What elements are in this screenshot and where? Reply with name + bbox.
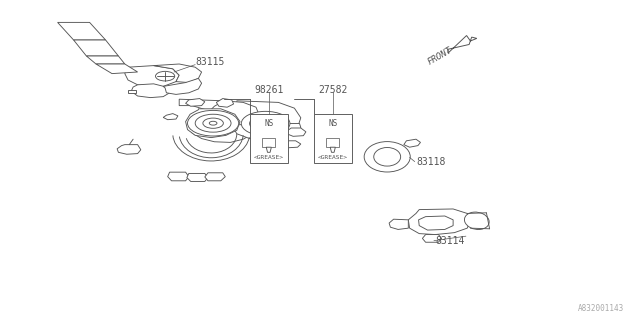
- Text: <GREASE>: <GREASE>: [318, 155, 348, 160]
- Polygon shape: [232, 101, 301, 139]
- Bar: [314, 114, 352, 163]
- Text: 98261: 98261: [254, 84, 284, 95]
- Circle shape: [188, 110, 239, 136]
- Polygon shape: [330, 147, 335, 152]
- Polygon shape: [168, 172, 189, 181]
- Polygon shape: [186, 99, 205, 106]
- Polygon shape: [282, 141, 301, 148]
- Ellipse shape: [465, 212, 489, 229]
- Polygon shape: [448, 36, 477, 53]
- Polygon shape: [131, 84, 170, 98]
- Circle shape: [195, 114, 231, 132]
- Polygon shape: [266, 147, 271, 152]
- Polygon shape: [408, 209, 470, 235]
- Polygon shape: [58, 22, 106, 40]
- Polygon shape: [422, 235, 442, 242]
- Polygon shape: [187, 173, 208, 181]
- Ellipse shape: [364, 142, 410, 172]
- Polygon shape: [419, 216, 453, 230]
- Text: 27582: 27582: [318, 84, 348, 95]
- Polygon shape: [216, 99, 234, 107]
- Polygon shape: [389, 219, 408, 229]
- Polygon shape: [186, 109, 240, 138]
- Polygon shape: [125, 66, 179, 87]
- Text: 83115: 83115: [195, 57, 225, 68]
- Circle shape: [209, 121, 217, 125]
- Polygon shape: [205, 173, 225, 181]
- Text: 83118: 83118: [416, 156, 445, 167]
- Circle shape: [203, 118, 223, 128]
- Text: <GREASE>: <GREASE>: [254, 155, 284, 160]
- Polygon shape: [287, 128, 306, 136]
- Polygon shape: [74, 40, 118, 56]
- Polygon shape: [288, 124, 301, 131]
- Polygon shape: [86, 56, 125, 64]
- Polygon shape: [154, 64, 202, 83]
- Polygon shape: [404, 139, 420, 147]
- Bar: [326, 138, 339, 147]
- Bar: [262, 138, 275, 147]
- Ellipse shape: [374, 148, 401, 166]
- Text: A832001143: A832001143: [578, 304, 624, 313]
- Polygon shape: [179, 99, 259, 142]
- Polygon shape: [128, 90, 136, 93]
- Polygon shape: [117, 145, 141, 154]
- Circle shape: [241, 111, 290, 136]
- Polygon shape: [163, 78, 202, 94]
- Polygon shape: [208, 101, 259, 125]
- Polygon shape: [96, 64, 138, 74]
- Circle shape: [250, 116, 282, 132]
- Text: NS: NS: [328, 119, 337, 128]
- Text: 83114: 83114: [435, 236, 465, 246]
- Polygon shape: [163, 114, 178, 120]
- Circle shape: [156, 71, 175, 81]
- Text: FRONT: FRONT: [426, 45, 453, 67]
- Text: NS: NS: [264, 119, 273, 128]
- Bar: [250, 114, 288, 163]
